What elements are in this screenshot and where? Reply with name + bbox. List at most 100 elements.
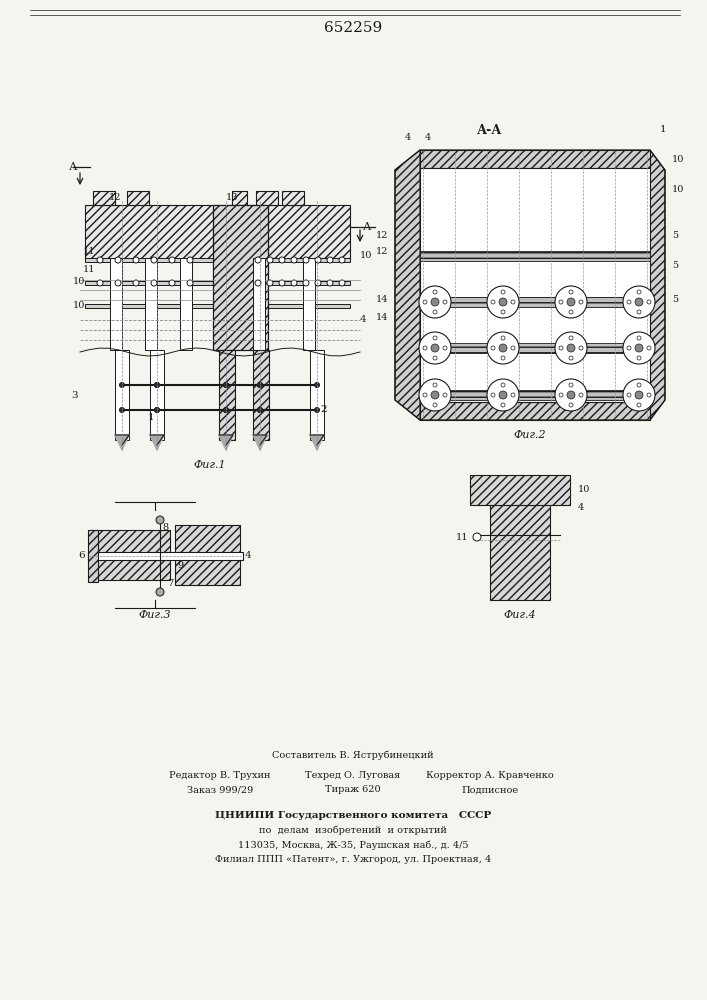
Bar [420,343,650,353]
Text: 5: 5 [672,296,678,304]
Text: А: А [69,162,77,172]
Text: 4: 4 [405,133,411,142]
Circle shape [223,382,228,387]
Bar [88,552,243,560]
Polygon shape [115,435,129,450]
Polygon shape [395,150,420,420]
Circle shape [291,280,297,286]
Text: 10: 10 [73,300,85,310]
Text: 1: 1 [148,414,155,422]
Bar [88,530,98,582]
Text: 7: 7 [167,580,173,588]
Text: 5: 5 [672,231,678,239]
Circle shape [433,310,437,314]
Circle shape [637,356,641,360]
Circle shape [223,408,228,412]
Circle shape [115,280,121,286]
Bar [175,525,240,585]
Circle shape [223,382,228,387]
Circle shape [635,391,643,399]
Bar [420,168,650,402]
Circle shape [501,356,505,360]
Circle shape [279,257,285,263]
Circle shape [339,257,345,263]
Circle shape [579,346,583,350]
Bar [150,350,164,440]
Circle shape [627,393,631,397]
Circle shape [501,310,505,314]
Circle shape [156,516,164,524]
Circle shape [569,356,573,360]
Circle shape [491,393,495,397]
Bar [85,205,240,260]
Bar [253,258,265,350]
Text: 4: 4 [360,316,367,324]
Text: 3: 3 [71,390,78,399]
Bar [219,350,235,440]
Circle shape [433,383,437,387]
Circle shape [511,393,515,397]
Circle shape [555,379,587,411]
Circle shape [339,280,345,286]
Bar [282,191,304,205]
Circle shape [499,298,507,306]
Circle shape [499,344,507,352]
Text: А-А: А-А [477,123,503,136]
Circle shape [559,300,563,304]
Circle shape [569,336,573,340]
Circle shape [487,332,519,364]
Circle shape [635,344,643,352]
Circle shape [315,382,320,387]
Text: Фиг.1: Фиг.1 [194,460,226,470]
Polygon shape [150,435,164,450]
Circle shape [501,383,505,387]
Text: 4: 4 [425,133,431,142]
Circle shape [419,379,451,411]
Text: ЦНИИПИ Государственного комитета   СССР: ЦНИИПИ Государственного комитета СССР [215,810,491,820]
Circle shape [579,300,583,304]
Bar [90,530,170,580]
Circle shape [623,286,655,318]
Circle shape [491,346,495,350]
Bar [145,258,157,350]
Circle shape [569,290,573,294]
Text: Фиг.2: Фиг.2 [514,430,547,440]
Circle shape [623,379,655,411]
Bar [420,251,650,261]
Circle shape [327,280,333,286]
Circle shape [151,280,157,286]
Bar [420,402,650,420]
Circle shape [433,336,437,340]
Text: Техред О. Луговая: Техред О. Луговая [305,770,401,780]
Circle shape [637,310,641,314]
Circle shape [257,382,262,387]
Circle shape [567,344,575,352]
Circle shape [511,300,515,304]
Circle shape [501,403,505,407]
Bar [180,258,192,350]
Circle shape [327,257,333,263]
Text: 10: 10 [672,155,684,164]
Bar [213,205,268,350]
Circle shape [151,257,157,263]
Text: 9: 9 [177,560,183,570]
Bar [250,205,350,260]
Circle shape [303,280,309,286]
Text: Составитель В. Яструбинецкий: Составитель В. Яструбинецкий [272,750,434,760]
Circle shape [431,391,439,399]
Text: 11: 11 [83,247,95,256]
Circle shape [156,588,164,596]
Text: 12: 12 [375,247,388,256]
Circle shape [155,408,160,412]
Circle shape [473,533,481,541]
Circle shape [419,286,451,318]
Circle shape [487,286,519,318]
Circle shape [627,300,631,304]
Circle shape [637,336,641,340]
Text: А: А [363,222,371,232]
Circle shape [635,298,643,306]
Circle shape [169,257,175,263]
Circle shape [433,290,437,294]
Bar [85,258,350,262]
Circle shape [133,257,139,263]
